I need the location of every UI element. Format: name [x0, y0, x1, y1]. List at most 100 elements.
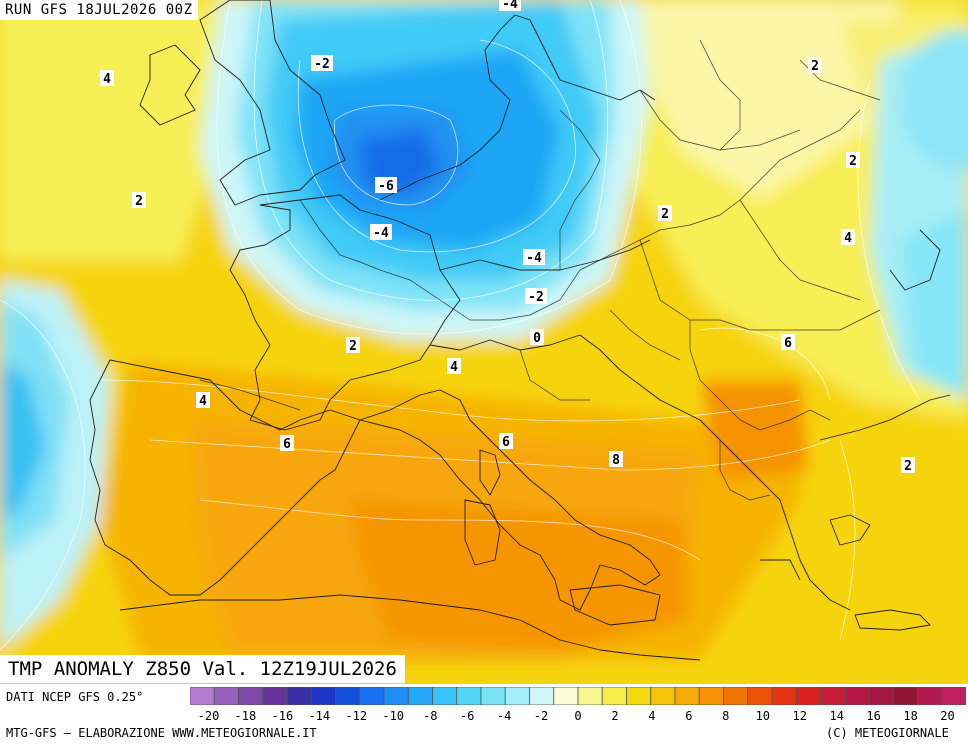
- legend-swatch: [456, 687, 482, 705]
- svg-text:6: 6: [784, 336, 792, 351]
- svg-text:6: 6: [502, 435, 510, 450]
- legend-swatch: [868, 687, 894, 705]
- legend-tick: 14: [829, 709, 843, 723]
- contour-label: 4: [100, 70, 114, 87]
- legend-swatch: [407, 687, 433, 705]
- contour-label: 8: [609, 451, 623, 468]
- color-legend-ticks: -20 -18 -16 -14 -12 -10 -8 -6 -4 -2 0 2 4 6 8 10 12 14 16 1…: [198, 709, 955, 723]
- contour-label: 4: [196, 392, 210, 409]
- legend-swatch: [601, 687, 627, 705]
- legend-swatch: [844, 687, 870, 705]
- contour-label: -2: [525, 288, 547, 305]
- svg-text:-4: -4: [502, 0, 518, 12]
- contour-label: 2: [808, 57, 822, 74]
- svg-text:2: 2: [135, 194, 143, 209]
- svg-text:2: 2: [661, 207, 669, 222]
- legend-swatch: [553, 687, 579, 705]
- run-label: RUN GFS 18JUL2026 00Z: [0, 0, 198, 20]
- svg-text:2: 2: [904, 459, 912, 474]
- legend-tick: -20: [198, 709, 220, 723]
- legend-tick: -6: [460, 709, 474, 723]
- svg-text:4: 4: [450, 360, 458, 375]
- legend-swatch: [941, 687, 966, 705]
- legend-swatch: [383, 687, 409, 705]
- svg-text:2: 2: [849, 154, 857, 169]
- isotherm-lines: [0, 0, 920, 650]
- svg-text:-6: -6: [378, 179, 394, 194]
- legend-swatch: [262, 687, 288, 705]
- legend-swatch: [795, 687, 821, 705]
- legend-tick: 18: [903, 709, 917, 723]
- legend-swatch: [432, 687, 458, 705]
- contour-label: 4: [841, 229, 855, 246]
- legend-swatch: [286, 687, 312, 705]
- legend-swatch: [190, 687, 215, 705]
- contour-label: 0: [530, 329, 544, 346]
- copyright: (C) METEOGIORNALE: [826, 726, 949, 740]
- legend-swatch: [650, 687, 676, 705]
- legend-swatch: [626, 687, 652, 705]
- legend-swatch: [310, 687, 336, 705]
- svg-text:4: 4: [199, 394, 207, 409]
- legend-tick: -10: [382, 709, 404, 723]
- contour-label: 6: [280, 435, 294, 452]
- svg-text:-4: -4: [373, 226, 389, 241]
- contour-label: 2: [901, 457, 915, 474]
- legend-swatch: [480, 687, 506, 705]
- borders: [199, 39, 881, 501]
- svg-text:4: 4: [844, 231, 852, 246]
- legend-swatch: [698, 687, 724, 705]
- legend-tick: 2: [611, 709, 618, 723]
- contour-label: 6: [781, 334, 795, 351]
- legend-tick: -12: [345, 709, 367, 723]
- legend-tick: -4: [497, 709, 511, 723]
- legend-swatch: [892, 687, 918, 705]
- legend-tick: -2: [534, 709, 548, 723]
- legend-tick: 8: [722, 709, 729, 723]
- svg-text:4: 4: [103, 72, 111, 87]
- elaboration-credit: MTG-GFS — ELABORAZIONE WWW.METEOGIORNALE…: [6, 726, 317, 740]
- coastlines: [89, 0, 951, 661]
- legend-tick: 6: [685, 709, 692, 723]
- color-legend: [190, 687, 966, 705]
- data-source: DATI NCEP GFS 0.25°: [6, 690, 144, 704]
- contour-label: -4: [370, 224, 392, 241]
- legend-tick: 12: [792, 709, 806, 723]
- map-title: TMP ANOMALY Z850 Val. 12Z19JUL2026: [0, 655, 405, 683]
- svg-text:8: 8: [612, 453, 620, 468]
- contour-label: 2: [132, 192, 146, 209]
- contour-label: 2: [658, 205, 672, 222]
- svg-text:-4: -4: [526, 251, 542, 266]
- legend-swatch: [577, 687, 603, 705]
- legend-swatch: [238, 687, 264, 705]
- legend-tick: -8: [423, 709, 437, 723]
- contour-label: -4: [499, 0, 521, 12]
- legend-swatch: [917, 687, 943, 705]
- legend-tick: -16: [272, 709, 294, 723]
- legend-swatch: [674, 687, 700, 705]
- legend-swatch: [723, 687, 749, 705]
- legend-swatch: [359, 687, 385, 705]
- svg-text:-2: -2: [314, 57, 330, 72]
- svg-text:-2: -2: [528, 290, 544, 305]
- svg-text:6: 6: [283, 437, 291, 452]
- contour-label: -6: [375, 177, 397, 194]
- legend-tick: -14: [308, 709, 330, 723]
- contour-label: 4: [447, 358, 461, 375]
- contour-label: 6: [499, 433, 513, 450]
- contour-label: -2: [311, 55, 333, 72]
- anomaly-fill: [0, 0, 968, 684]
- legend-tick: 0: [574, 709, 581, 723]
- legend-tick: -18: [235, 709, 257, 723]
- contour-labels: 4 -2 -4 2 2 2 -6 -4 2 4 -4 -2 0 2 4 6 4 6 6 8 2: [100, 0, 915, 474]
- contour-label: 2: [846, 152, 860, 169]
- legend-tick: 20: [940, 709, 954, 723]
- legend-swatch: [771, 687, 797, 705]
- legend-tick: 4: [648, 709, 655, 723]
- svg-text:0: 0: [533, 331, 541, 346]
- legend-swatch: [504, 687, 530, 705]
- svg-text:2: 2: [811, 59, 819, 74]
- contour-label: 2: [346, 337, 360, 354]
- legend-swatch: [213, 687, 239, 705]
- footer: DATI NCEP GFS 0.25° -20 -18 -16 -14 -12 -10 -8…: [0, 684, 968, 745]
